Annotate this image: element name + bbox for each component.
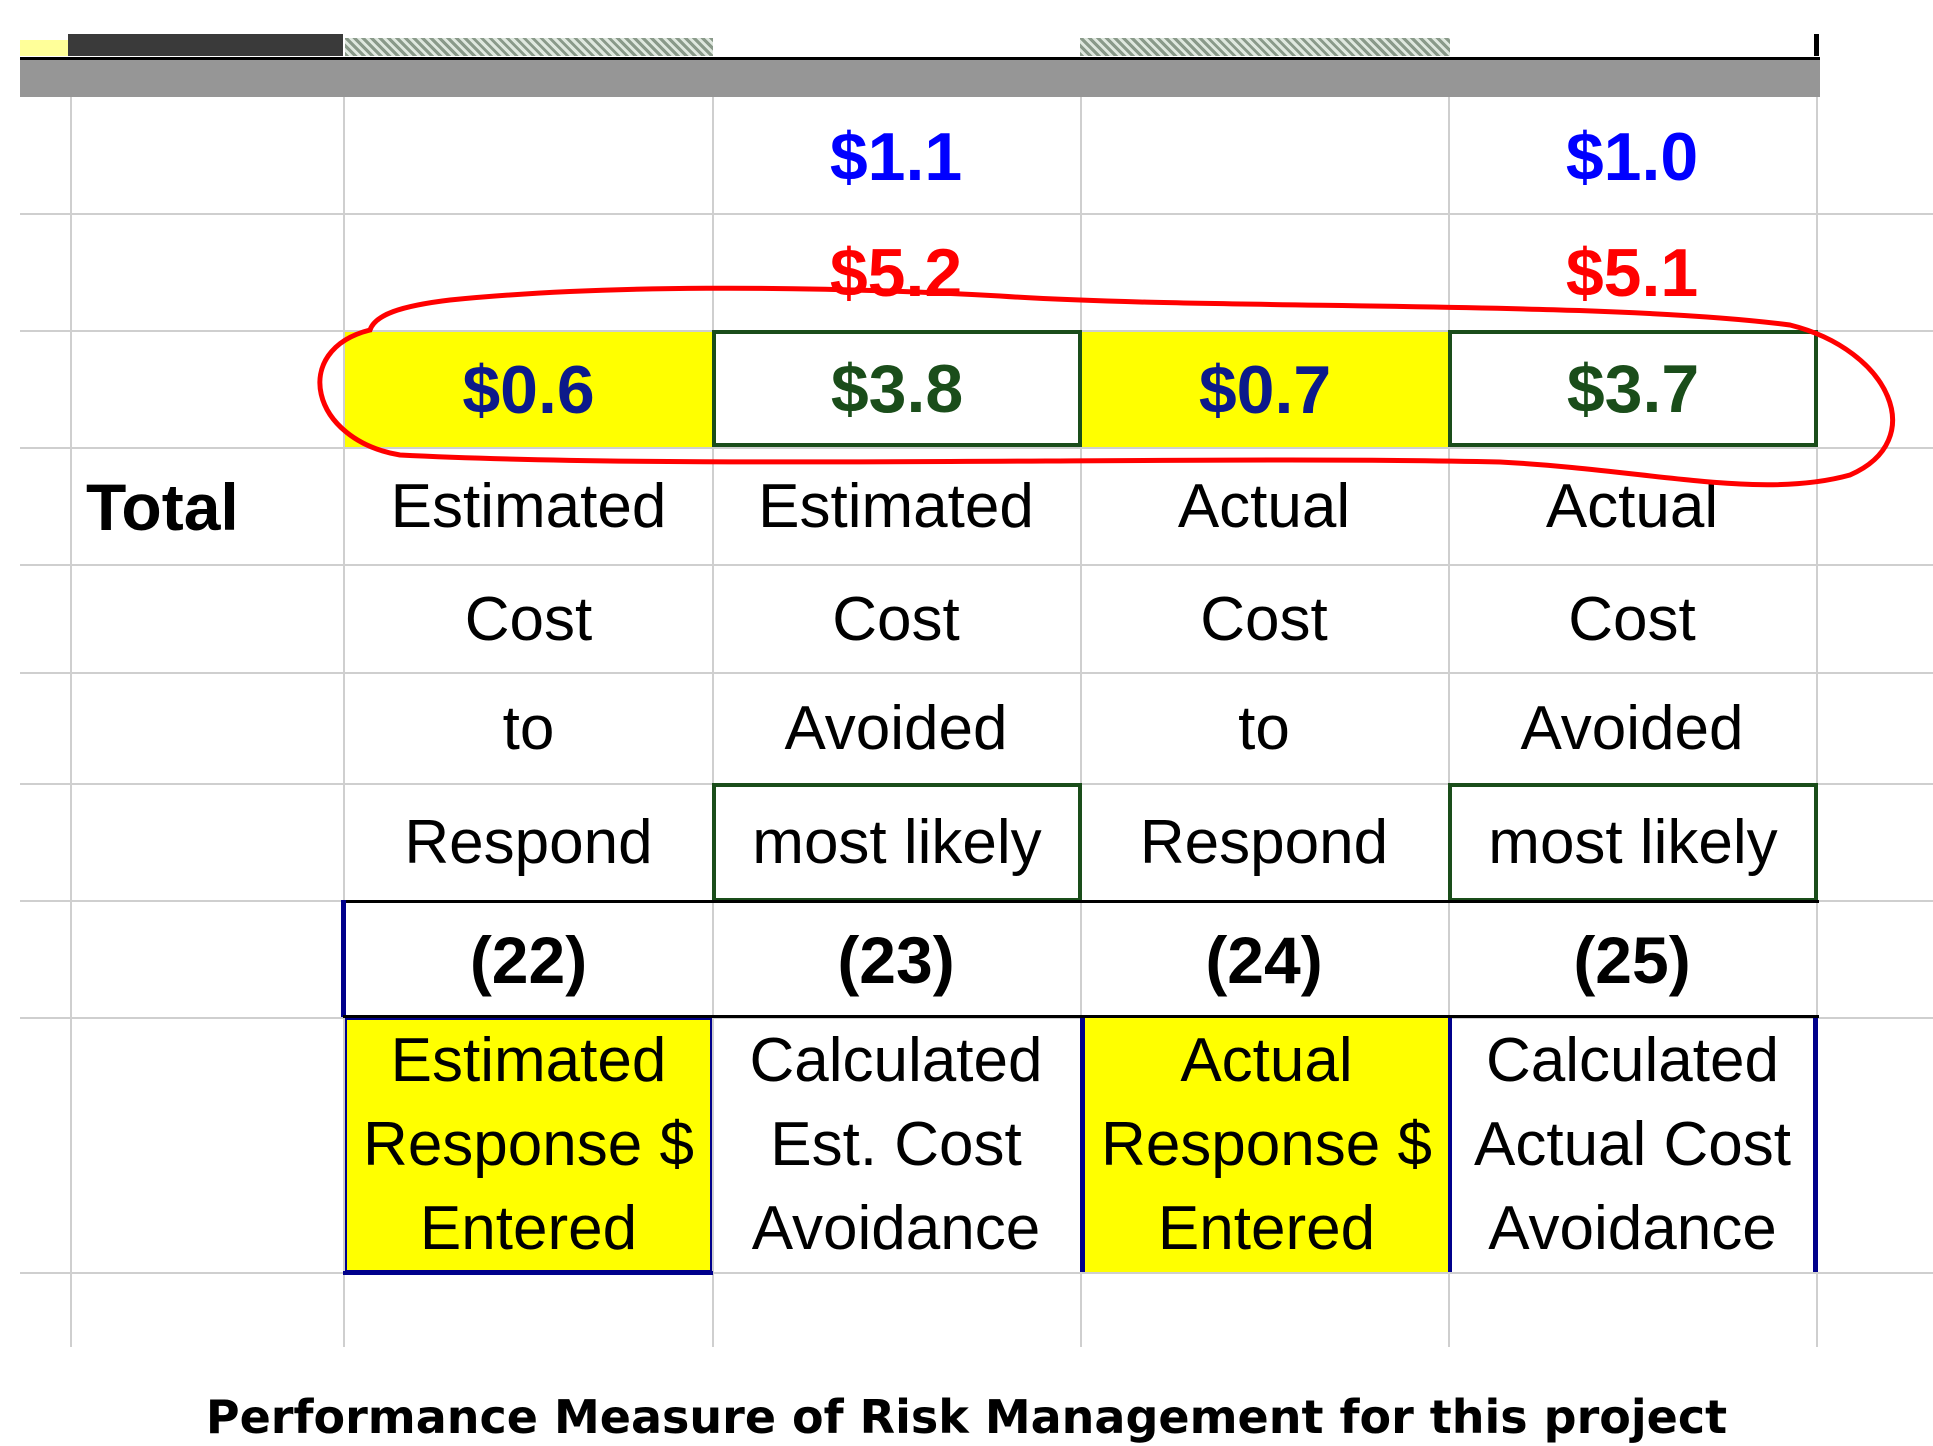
- header-col1-line2: Cost: [464, 584, 593, 654]
- description-col3[interactable]: Actual Response $ Entered: [1080, 1018, 1448, 1272]
- gridline-horizontal: [20, 1272, 1933, 1274]
- header-col1-line4: Respond: [404, 808, 653, 877]
- description-col3-line1: Actual: [1180, 1026, 1353, 1095]
- gridline-horizontal: [20, 213, 1933, 215]
- top-yellow-sliver: [20, 40, 68, 56]
- description-col2-line1: Calculated: [749, 1026, 1043, 1095]
- top-value-col2[interactable]: $1.1: [829, 118, 963, 195]
- header-col4-line1: Actual: [1545, 472, 1719, 541]
- gridline-vertical: [1448, 97, 1450, 1347]
- header-col4-line2: Cost: [1568, 584, 1696, 654]
- gridline-horizontal: [20, 672, 1933, 674]
- gridline-vertical: [1080, 97, 1082, 1347]
- total-value-col4[interactable]: $3.7: [1448, 330, 1818, 447]
- description-col1-line2: Response $: [363, 1110, 694, 1179]
- top-value-col4[interactable]: $1.0: [1565, 118, 1699, 195]
- total-value-col1[interactable]: $0.6: [345, 332, 712, 447]
- header-col4-line4: most likely: [1448, 783, 1818, 902]
- middle-value-col2[interactable]: $5.2: [829, 234, 963, 311]
- top-right-border: [1814, 34, 1819, 56]
- top-pattern-cell-2: [1080, 38, 1450, 56]
- row-label-total: Total: [86, 469, 239, 544]
- number-row-left-border: [341, 900, 346, 1017]
- gridline-horizontal: [20, 1017, 1933, 1019]
- header-col2-line1: Estimated: [758, 472, 1034, 541]
- header-col3-line1: Actual: [1177, 472, 1351, 541]
- description-col1-line3: Entered: [419, 1194, 638, 1263]
- header-col3-line2: Cost: [1200, 584, 1328, 654]
- middle-value-col4[interactable]: $5.1: [1565, 234, 1699, 311]
- gray-separator-bar: [20, 57, 1820, 97]
- description-col4-line2: Actual Cost: [1473, 1110, 1792, 1179]
- description-col2[interactable]: Calculated Est. Cost Avoidance: [712, 1018, 1080, 1272]
- gridline-horizontal: [20, 564, 1933, 566]
- description-row-bottom-border: [343, 1271, 713, 1275]
- description-col4[interactable]: Calculated Actual Cost Avoidance: [1448, 1018, 1818, 1272]
- number-row-top-border: [343, 900, 1819, 903]
- number-row-bottom-border: [343, 1015, 1819, 1018]
- header-col1-line3: to: [502, 694, 555, 763]
- top-pattern-cell-1: [345, 38, 713, 56]
- header-col1-line1: Estimated: [390, 472, 667, 541]
- caption-title: Performance Measure of Risk Management f…: [205, 1390, 1728, 1444]
- header-col4-line3: Avoided: [1520, 694, 1744, 763]
- description-col1-line1: Estimated: [390, 1026, 667, 1095]
- spreadsheet-region: $1.1 $1.0 $5.2 $5.1 $0.6 $3.8 $0.7 $3.7 …: [20, 34, 1933, 1347]
- gridline-vertical: [1816, 97, 1818, 1347]
- gridline-vertical: [712, 97, 714, 1347]
- description-col4-line3: Avoidance: [1488, 1194, 1777, 1263]
- total-value-col3[interactable]: $0.7: [1082, 332, 1448, 447]
- header-col2-line4: most likely: [712, 783, 1082, 902]
- top-dark-cell: [68, 34, 343, 56]
- description-col3-line2: Response $: [1101, 1110, 1432, 1179]
- column-number-23: (23): [837, 923, 955, 997]
- description-col2-line2: Est. Cost: [770, 1110, 1022, 1179]
- total-value-col2[interactable]: $3.8: [712, 330, 1082, 447]
- description-col3-line3: Entered: [1157, 1194, 1376, 1263]
- column-number-25: (25): [1573, 923, 1691, 997]
- description-col4-line1: Calculated: [1486, 1026, 1779, 1095]
- description-col2-line3: Avoidance: [751, 1194, 1041, 1263]
- column-number-22: (22): [469, 923, 588, 997]
- header-col3-line4: Respond: [1139, 808, 1389, 877]
- gridline-vertical: [70, 97, 72, 1347]
- header-col3-line3: to: [1238, 694, 1290, 763]
- description-col1[interactable]: Estimated Response $ Entered: [345, 1018, 712, 1272]
- header-col2-line3: Avoided: [784, 694, 1008, 763]
- column-number-24: (24): [1205, 923, 1323, 997]
- header-col2-line2: Cost: [832, 584, 960, 654]
- gridline-vertical: [343, 97, 345, 1347]
